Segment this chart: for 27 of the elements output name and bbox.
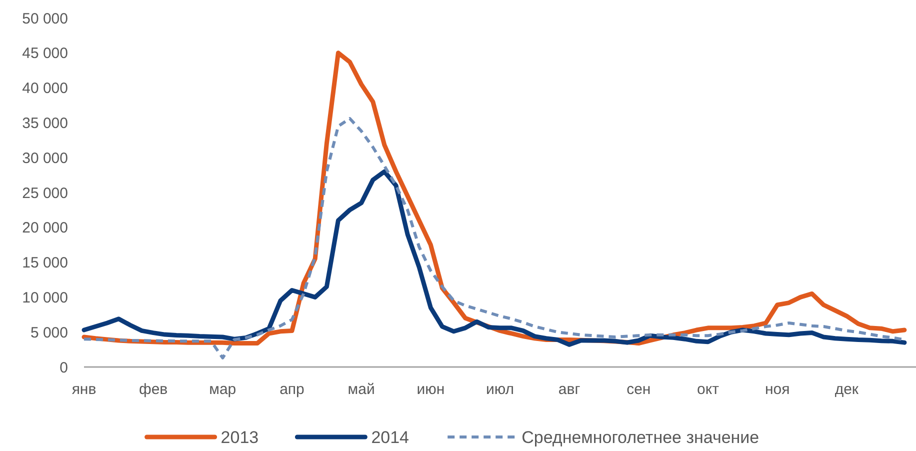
x-tick-label: июн (416, 381, 445, 398)
x-tick-label: апр (280, 381, 304, 398)
x-tick-label: авг (558, 381, 581, 398)
legend-label: 2014 (371, 428, 410, 447)
x-tick-label: мар (209, 381, 236, 398)
y-tick-label: 15 000 (22, 254, 68, 272)
y-tick-label: 0 (60, 359, 68, 376)
legend-label: 2013 (220, 428, 259, 447)
x-tick-label: фев (139, 381, 168, 398)
y-tick-label: 35 000 (22, 114, 68, 132)
y-tick-label: 50 000 (22, 10, 68, 28)
legend-label: Среднемноголетнее значение (522, 428, 760, 447)
x-tick-label: янв (72, 381, 96, 398)
y-tick-label: 25 000 (22, 184, 68, 202)
y-tick-label: 10 000 (22, 289, 68, 306)
line-series (82, 169, 907, 347)
x-tick-label: окт (697, 381, 720, 398)
y-tick-label: 5 000 (30, 324, 68, 342)
x-tick-label: дек (834, 381, 859, 398)
y-tick-label: 30 000 (22, 150, 68, 167)
y-tick-label: 40 000 (22, 80, 68, 98)
x-tick-label: сен (626, 381, 651, 398)
y-tick-label: 45 000 (22, 45, 68, 62)
x-tick-label: ноя (764, 381, 790, 398)
x-tick-label: май (348, 381, 375, 398)
x-tick-label: июл (486, 381, 514, 398)
y-tick-label: 20 000 (22, 220, 68, 237)
